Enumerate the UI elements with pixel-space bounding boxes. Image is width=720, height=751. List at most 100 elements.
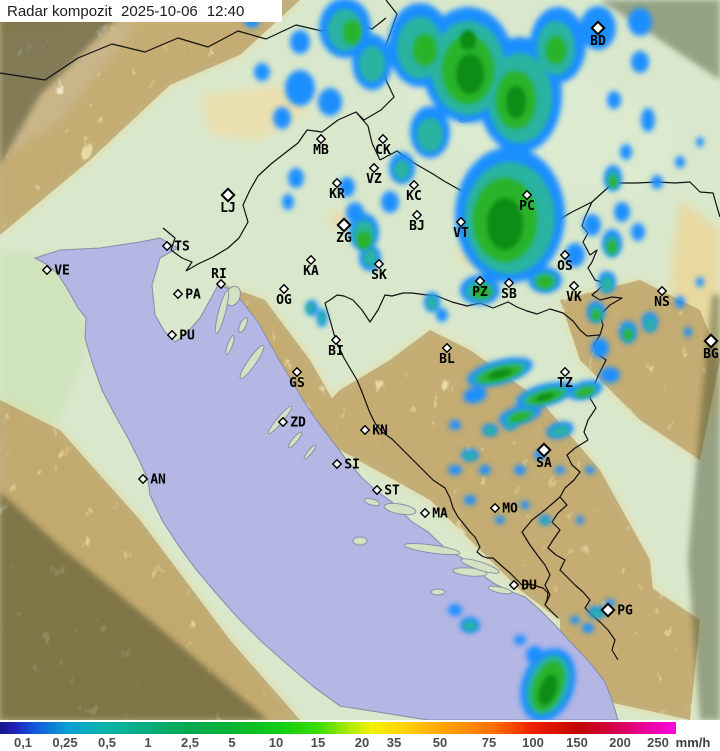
scale-tick-label: 15 <box>310 735 326 750</box>
city-marker-VE <box>41 264 53 276</box>
precip-cell-light <box>282 194 294 210</box>
city-marker-SA <box>536 442 552 458</box>
precip-cell-light <box>464 495 476 505</box>
city-marker-ST <box>371 484 383 496</box>
city-marker-VZ <box>368 162 380 174</box>
city-label-MB: MB <box>313 143 329 158</box>
precip-cell-intense <box>460 30 476 50</box>
precip-cell-moderate <box>601 276 613 292</box>
city-label-VZ: VZ <box>366 172 382 187</box>
precip-cell-light <box>514 465 526 475</box>
precip-cell-light <box>570 616 580 624</box>
precip-cell-light <box>684 327 692 337</box>
observation-time: 12:40 <box>206 2 245 20</box>
precip-cell-moderate <box>464 452 476 460</box>
city-label-NS: NS <box>654 295 670 310</box>
precip-cell-light <box>526 646 544 664</box>
precip-cell-light <box>285 70 315 106</box>
city-marker-AN <box>137 473 149 485</box>
city-marker-PA <box>172 288 184 300</box>
precip-cell-light <box>436 308 448 322</box>
precip-cell-light <box>576 516 584 524</box>
precip-cell-moderate <box>541 518 549 524</box>
precip-cell-light <box>273 107 291 129</box>
city-label-KC: KC <box>406 189 422 204</box>
precip-cell-heavy <box>546 36 566 64</box>
city-marker-ZG <box>336 217 352 233</box>
city-marker-PZ <box>474 275 486 287</box>
city-marker-BL <box>441 342 453 354</box>
precip-cell-light <box>449 420 461 430</box>
precip-cell-intense <box>488 369 512 379</box>
precip-cell-light <box>463 386 487 404</box>
city-marker-SK <box>373 258 385 270</box>
titlebar: Radar kompozit 2025-10-06 12:40 <box>0 0 282 22</box>
precip-cell-intense <box>456 54 484 94</box>
precip-cell-light <box>514 635 526 645</box>
scale-tick-label: 200 <box>609 735 631 750</box>
city-marker-TZ <box>559 366 571 378</box>
precip-cell-light <box>607 91 621 109</box>
precip-cell-light <box>600 367 620 383</box>
precip-layer-intense <box>456 30 558 706</box>
city-marker-MO <box>489 502 501 514</box>
precip-cell-light <box>583 214 601 236</box>
city-marker-CK <box>377 133 389 145</box>
city-label-OG: OG <box>276 293 292 308</box>
city-marker-RI <box>215 278 227 290</box>
city-marker-KR <box>331 177 343 189</box>
precip-cell-moderate <box>306 302 314 314</box>
city-label-PZ: PZ <box>472 285 488 300</box>
city-label-PA: PA <box>185 288 201 303</box>
precip-cell-moderate <box>359 46 385 82</box>
precip-cell-intense <box>487 198 523 250</box>
precip-cell-light <box>448 604 462 616</box>
scale-tick-label: 10 <box>268 735 284 750</box>
intensity-scale: 0,1 0,25 0,5 1 2,5 5 10 15 20 35 50 75 100 150 200 250 m… <box>0 720 720 751</box>
scale-tick-label: 50 <box>432 735 448 750</box>
precip-cell-moderate <box>427 296 437 310</box>
city-label-SB: SB <box>501 287 517 302</box>
city-marker-ZD <box>277 416 289 428</box>
precip-cell-light <box>641 108 655 132</box>
scale-tick-label: 0,5 <box>97 735 117 750</box>
intensity-colorbar <box>0 722 676 734</box>
city-label-SA: SA <box>536 456 552 471</box>
precip-cell-heavy <box>537 276 553 288</box>
precip-cell-light <box>582 623 594 633</box>
scale-tick-label: 5 <box>228 735 236 750</box>
precip-cell-moderate <box>363 249 377 267</box>
city-marker-PG <box>600 602 616 618</box>
city-marker-KC <box>408 179 420 191</box>
city-label-VT: VT <box>453 226 469 241</box>
precip-cell-moderate <box>394 160 410 180</box>
city-label-KR: KR <box>329 187 345 202</box>
city-marker-BD <box>590 20 606 36</box>
city-label-SK: SK <box>371 268 387 283</box>
city-marker-SI <box>331 458 343 470</box>
precip-cell-light <box>565 243 585 267</box>
city-label-PU: PU <box>179 329 195 344</box>
city-label-PC: PC <box>519 199 535 214</box>
precip-cell-light <box>290 30 310 54</box>
radar-map-canvas: MB CK VZ KR KC BJ VT PC ZG KA SK LJ TS VE RI PA PU OG OS PZ… <box>0 0 720 720</box>
city-label-LJ: LJ <box>220 201 236 216</box>
city-label-BI: BI <box>328 344 344 359</box>
city-marker-GS <box>291 366 303 378</box>
precip-cell-moderate <box>591 609 603 617</box>
precip-cell-heavy <box>608 241 616 253</box>
precip-cell-heavy <box>592 310 600 320</box>
precip-cell-moderate <box>645 317 655 331</box>
city-label-VE: VE <box>54 264 70 279</box>
precip-cell-moderate <box>319 311 325 325</box>
city-marker-TS <box>161 240 173 252</box>
city-marker-OG <box>278 283 290 295</box>
city-label-TS: TS <box>174 240 190 255</box>
precip-cell-light <box>675 156 685 168</box>
precip-cell-moderate <box>505 423 515 429</box>
observation-date: 2025-10-06 <box>121 2 198 20</box>
scale-tick-label: 0,25 <box>52 735 78 750</box>
precip-cell-heavy <box>357 231 371 249</box>
precip-cell-intense <box>536 393 554 401</box>
